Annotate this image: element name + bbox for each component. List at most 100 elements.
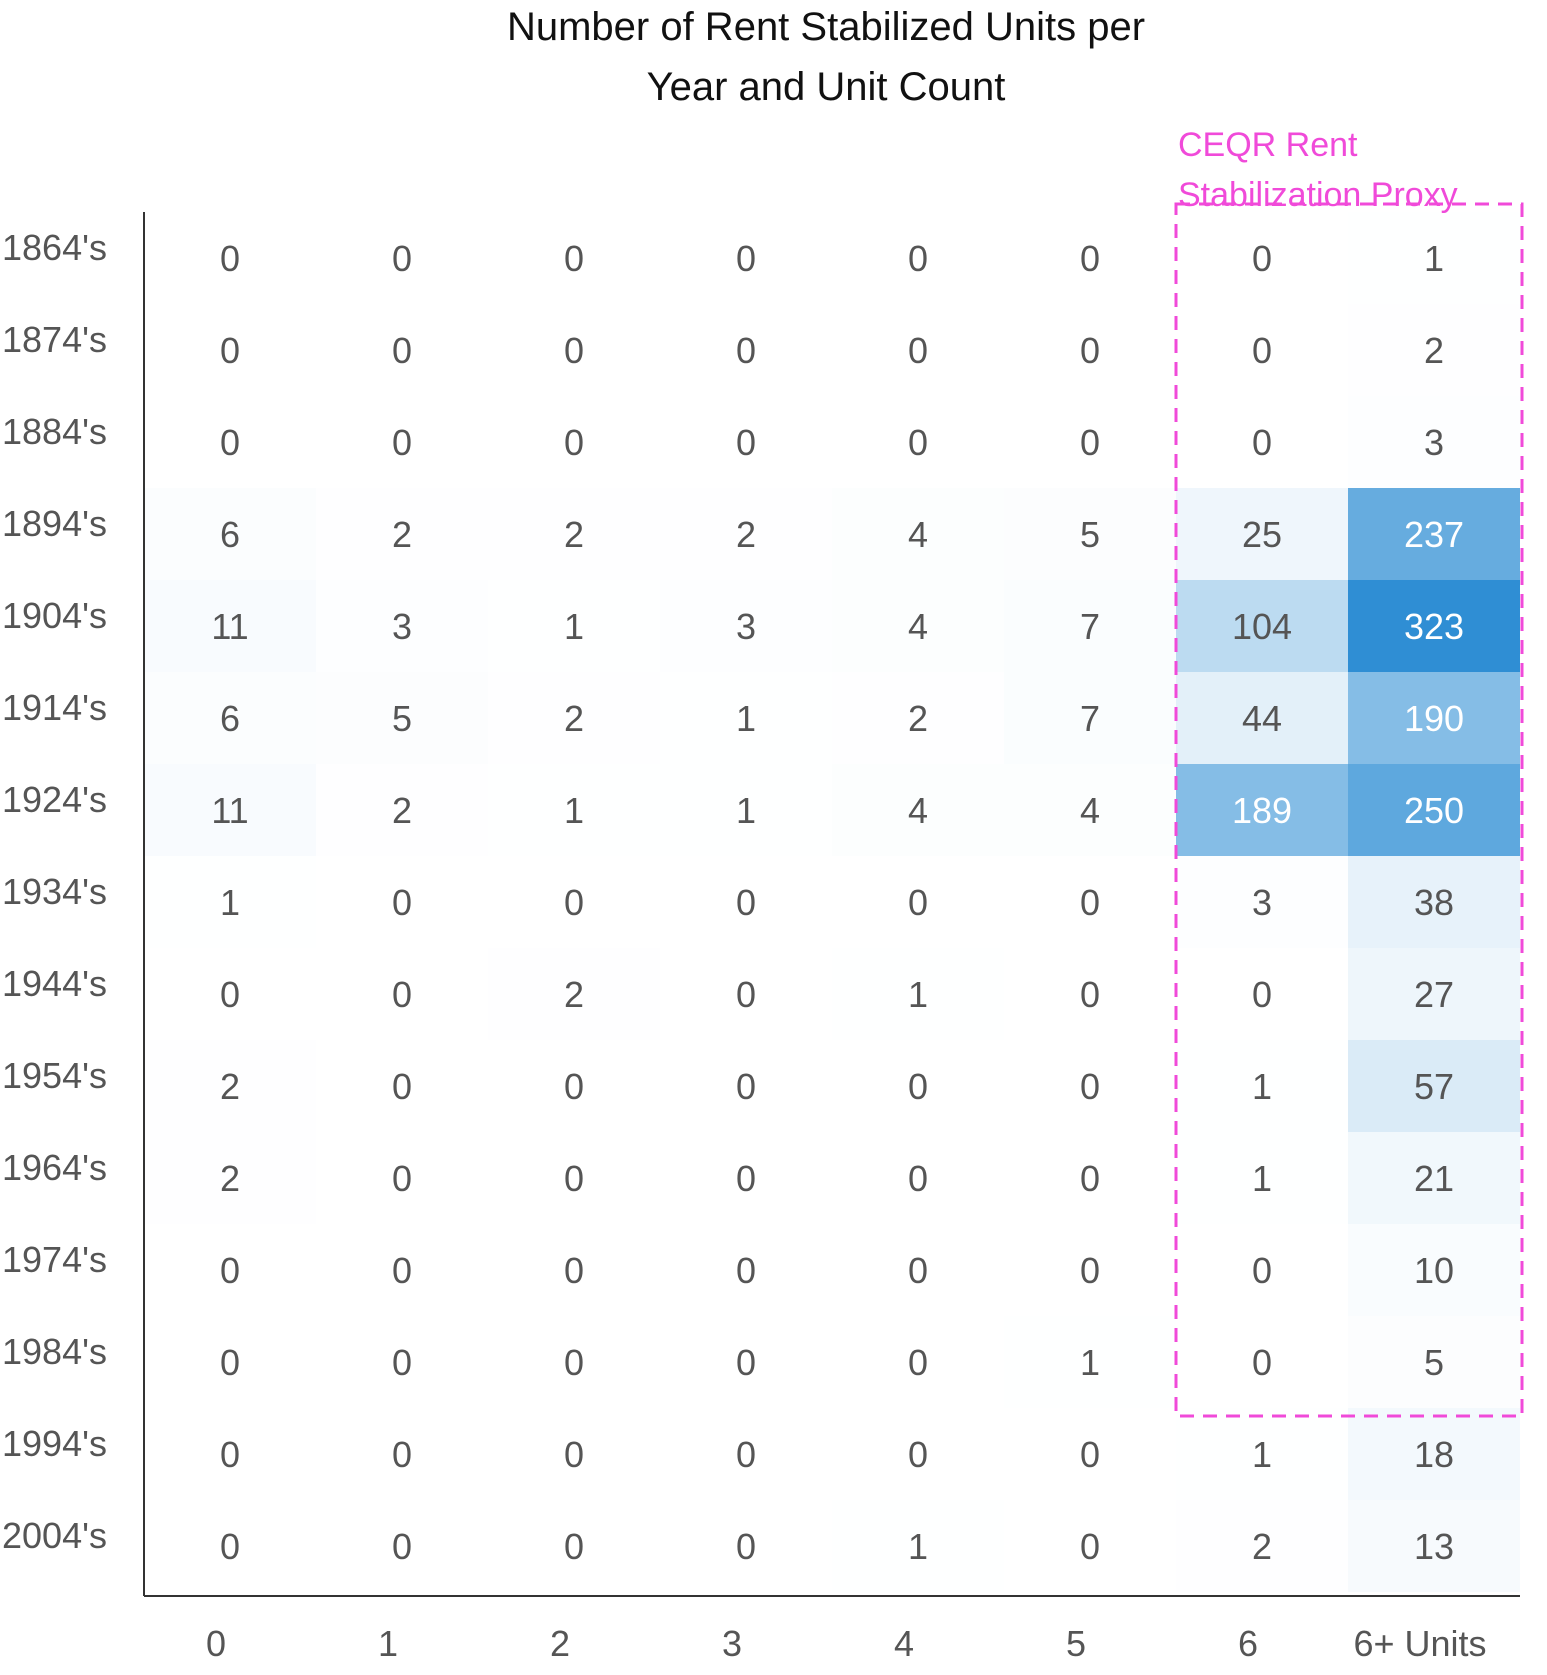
heatmap-cell-value: 1 [908, 974, 928, 1015]
heatmap-cell-value: 1 [736, 790, 756, 831]
heatmap-cell-value: 0 [1080, 1526, 1100, 1567]
heatmap-cell [1004, 764, 1176, 856]
heatmap-cell-value: 1 [1424, 238, 1444, 279]
heatmap-cell [316, 1408, 488, 1500]
heatmap-cell-value: 0 [908, 422, 928, 463]
heatmap-cell-value: 0 [908, 1342, 928, 1383]
heatmap-cell [488, 856, 660, 948]
x-tick-label: 5 [1066, 1623, 1086, 1664]
heatmap-cell-value: 0 [736, 974, 756, 1015]
heatmap-cell [660, 488, 832, 580]
heatmap-cell [660, 1040, 832, 1132]
heatmap-cell-value: 21 [1414, 1158, 1454, 1199]
heatmap-cell-value: 0 [220, 1526, 240, 1567]
heatmap-cell [488, 948, 660, 1040]
heatmap-cell [316, 948, 488, 1040]
heatmap-cell-value: 2 [392, 514, 412, 555]
heatmap-cell-value: 6 [220, 698, 240, 739]
heatmap-cell-value: 1 [1252, 1434, 1272, 1475]
heatmap-cell [1176, 1040, 1348, 1132]
heatmap-cell-value: 57 [1414, 1066, 1454, 1107]
heatmap-cell [660, 1500, 832, 1592]
heatmap-cell [144, 1040, 316, 1132]
heatmap-cell [144, 764, 316, 856]
heatmap-cell [660, 580, 832, 672]
heatmap-cell [832, 1040, 1004, 1132]
heatmap-cell-value: 7 [1080, 698, 1100, 739]
heatmap-cell [316, 672, 488, 764]
heatmap-cell-value: 2 [1424, 330, 1444, 371]
heatmap-cell [144, 304, 316, 396]
heatmap-cell-value: 0 [908, 1250, 928, 1291]
heatmap-cell [1176, 856, 1348, 948]
heatmap-cell [832, 580, 1004, 672]
heatmap-cell [488, 1132, 660, 1224]
heatmap-cell-value: 4 [1080, 790, 1100, 831]
heatmap-cell [1004, 1224, 1176, 1316]
heatmap-cell-value: 1 [1080, 1342, 1100, 1383]
y-tick-label: 1944's [2, 963, 107, 1004]
heatmap-cell-value: 0 [1080, 974, 1100, 1015]
heatmap-cell [488, 1316, 660, 1408]
heatmap-cell-value: 0 [564, 882, 584, 923]
heatmap-cell [144, 396, 316, 488]
heatmap-cell-value: 0 [392, 1434, 412, 1475]
y-tick-label: 1884's [2, 411, 107, 452]
heatmap-cell-value: 0 [1252, 330, 1272, 371]
heatmap-cell-value: 0 [564, 1158, 584, 1199]
heatmap-cell-value: 0 [220, 422, 240, 463]
heatmap-cell [1176, 1408, 1348, 1500]
heatmap-cell-value: 0 [1080, 1158, 1100, 1199]
heatmap-cell [144, 580, 316, 672]
heatmap-cell [1176, 764, 1348, 856]
heatmap-cell [1176, 1316, 1348, 1408]
heatmap-cell [1004, 1132, 1176, 1224]
x-tick-label: 6 [1238, 1623, 1258, 1664]
heatmap-cell [316, 396, 488, 488]
heatmap-cell [144, 1408, 316, 1500]
heatmap-cell-value: 0 [1252, 422, 1272, 463]
heatmap-cell [316, 1316, 488, 1408]
heatmap-cell [660, 1316, 832, 1408]
heatmap-cell-value: 0 [392, 974, 412, 1015]
heatmap-cell [144, 856, 316, 948]
heatmap-cell [316, 488, 488, 580]
y-tick-label: 1934's [2, 871, 107, 912]
heatmap-cell [1176, 212, 1348, 304]
heatmap-cell-value: 10 [1414, 1250, 1454, 1291]
heatmap-cell [1176, 580, 1348, 672]
heatmap-cell [1176, 1500, 1348, 1592]
heatmap-cell-value: 0 [736, 422, 756, 463]
x-tick-label: 3 [722, 1623, 742, 1664]
x-tick-label: 1 [378, 1623, 398, 1664]
heatmap-cell [1004, 396, 1176, 488]
heatmap-cell-value: 1 [908, 1526, 928, 1567]
heatmap-cell-value: 0 [564, 1250, 584, 1291]
y-tick-label: 1994's [2, 1423, 107, 1464]
heatmap-cell [1348, 212, 1520, 304]
x-tick-label: 4 [894, 1623, 914, 1664]
heatmap-cell [1004, 1500, 1176, 1592]
heatmap-cell-value: 3 [392, 606, 412, 647]
heatmap-cell-value: 0 [392, 1066, 412, 1107]
heatmap-cell-value: 0 [392, 1250, 412, 1291]
heatmap-cell-value: 0 [1080, 330, 1100, 371]
heatmap-cell [832, 1316, 1004, 1408]
heatmap-cell [1176, 948, 1348, 1040]
heatmap-cell-value: 4 [908, 514, 928, 555]
heatmap-cell [832, 488, 1004, 580]
heatmap-cell [1176, 1132, 1348, 1224]
heatmap-cell-value: 0 [736, 1342, 756, 1383]
heatmap-cell [316, 1224, 488, 1316]
heatmap-cell [316, 764, 488, 856]
heatmap-cell [316, 1500, 488, 1592]
heatmap-cell [488, 1500, 660, 1592]
heatmap-cell [832, 1408, 1004, 1500]
y-tick-label: 1974's [2, 1239, 107, 1280]
heatmap-cell [1004, 212, 1176, 304]
heatmap-cell [144, 1316, 316, 1408]
heatmap-cell [488, 304, 660, 396]
heatmap-cell [1176, 672, 1348, 764]
heatmap-cell-value: 0 [736, 1526, 756, 1567]
heatmap-cell-value: 189 [1232, 790, 1292, 831]
